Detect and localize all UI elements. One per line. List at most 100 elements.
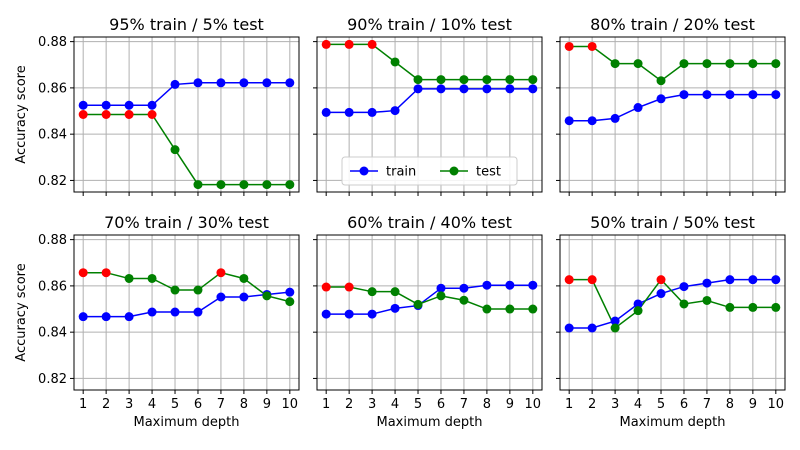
x-tick-label: 1 — [322, 397, 330, 412]
y-tick-label: 0.84 — [38, 326, 67, 341]
train-point — [679, 90, 689, 100]
x-tick-label: 8 — [240, 397, 248, 412]
test-point — [193, 180, 203, 190]
y-tick-label: 0.82 — [38, 372, 67, 387]
test-point — [505, 304, 515, 314]
y-tick-label: 0.82 — [38, 174, 67, 189]
train-point — [587, 116, 597, 126]
test-point — [748, 302, 758, 312]
test-point — [436, 75, 446, 85]
test-point — [170, 145, 180, 155]
x-tick-label: 4 — [634, 397, 642, 412]
x-axis-label: Maximum depth — [376, 415, 482, 430]
train-point — [216, 78, 226, 88]
train-point — [193, 307, 203, 317]
train-point — [78, 312, 88, 322]
x-tick-label: 6 — [680, 397, 688, 412]
test-point — [564, 41, 574, 51]
test-point — [725, 302, 735, 312]
train-line — [83, 291, 290, 318]
train-point — [564, 116, 574, 126]
x-tick-label: 5 — [414, 397, 422, 412]
x-tick-label: 10 — [525, 397, 542, 412]
train-point — [633, 299, 643, 309]
test-point — [344, 282, 354, 292]
test-point — [656, 275, 666, 285]
train-point — [216, 292, 226, 302]
legend-marker-test — [449, 166, 459, 176]
train-point — [610, 316, 620, 326]
test-point — [321, 39, 331, 49]
panel-2: 90% train / 10% test train test — [313, 15, 543, 196]
panel-title: 80% train / 20% test — [590, 15, 755, 34]
train-point — [344, 107, 354, 117]
train-point — [413, 84, 423, 94]
x-tick-label: 1 — [565, 397, 573, 412]
test-point — [748, 59, 758, 69]
test-line — [569, 278, 776, 330]
test-point — [679, 59, 689, 69]
train-line — [569, 278, 776, 329]
test-point — [587, 41, 597, 51]
train-point — [262, 78, 272, 88]
legend-box — [341, 156, 518, 186]
train-point — [748, 90, 758, 100]
test-point — [285, 297, 295, 307]
x-tick-label: 9 — [506, 397, 514, 412]
axes-frame — [559, 36, 786, 193]
test-point — [633, 59, 643, 69]
train-point — [147, 307, 157, 317]
test-point — [367, 39, 377, 49]
test-point — [505, 75, 515, 85]
train-line — [569, 93, 776, 122]
x-tick-label: 1 — [79, 397, 87, 412]
y-tick-label: 0.86 — [38, 81, 67, 96]
axes-frame — [316, 234, 543, 391]
train-point — [482, 280, 492, 290]
panel-6: 1 2 3 4 5 6 7 8 9 10 50% train / 50% test Maximum d… — [556, 213, 786, 430]
train-point — [124, 100, 134, 110]
test-point — [193, 285, 203, 295]
test-point — [482, 75, 492, 85]
test-point — [78, 110, 88, 119]
train-point — [748, 275, 758, 285]
x-tick-label: 9 — [263, 397, 271, 412]
y-tick-label: 0.88 — [38, 233, 67, 248]
test-point — [124, 110, 134, 119]
train-point — [482, 84, 492, 94]
train-point — [239, 292, 249, 302]
train-point — [285, 287, 295, 297]
y-tick-label: 0.88 — [38, 35, 67, 50]
panel-title: 50% train / 50% test — [590, 213, 755, 232]
test-point — [239, 180, 249, 190]
x-tick-label: 5 — [171, 397, 179, 412]
test-point — [344, 39, 354, 49]
x-tick-label: 4 — [391, 397, 399, 412]
train-point — [193, 78, 203, 88]
train-point — [390, 106, 400, 116]
test-point — [482, 304, 492, 314]
test-point — [101, 110, 111, 119]
legend: train test — [341, 156, 518, 186]
train-line — [83, 82, 290, 106]
panel-3: 80% train / 20% test — [556, 15, 786, 196]
train-point — [702, 90, 712, 100]
train-point — [505, 280, 515, 290]
axes-frame — [559, 234, 786, 391]
panel-1: 0.82 0.84 0.86 0.88 95% train / 5% test Accur… — [14, 15, 300, 196]
train-point — [170, 307, 180, 317]
x-tick-label: 8 — [726, 397, 734, 412]
train-point — [587, 323, 597, 333]
test-point — [771, 302, 781, 312]
train-point — [170, 79, 180, 89]
test-point — [262, 291, 272, 301]
test-point — [528, 304, 538, 314]
test-point — [587, 275, 597, 285]
test-point — [367, 287, 377, 297]
test-point — [459, 295, 469, 305]
train-line — [326, 88, 533, 114]
test-point — [413, 75, 423, 85]
test-point — [702, 59, 712, 69]
x-tick-label: 4 — [148, 397, 156, 412]
